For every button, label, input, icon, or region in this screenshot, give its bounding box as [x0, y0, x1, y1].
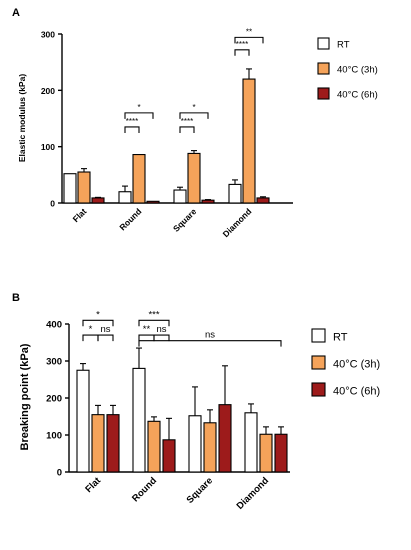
legend-label: RT: [337, 40, 350, 51]
significance-bracket: [138, 340, 282, 347]
x-category-label: Diamond: [235, 475, 272, 512]
bar-3h: [259, 433, 273, 473]
y-tick-label: 200: [46, 394, 62, 405]
significance-label: *: [89, 324, 93, 335]
y-tick-label: 100: [46, 431, 62, 442]
significance-label: ns: [156, 324, 166, 335]
significance-label: ****: [181, 117, 193, 126]
significance-bracket: [153, 334, 170, 342]
significance-bracket: [82, 319, 114, 327]
y-tick-label: 100: [41, 142, 55, 152]
significance-label: **: [143, 324, 151, 335]
significance-bracket: [234, 36, 264, 44]
bar-rt: [228, 183, 242, 204]
bar-rt: [244, 412, 258, 473]
significance-label: *: [192, 103, 195, 112]
legend-label: 40°C (6h): [333, 386, 380, 398]
bar-3h: [147, 420, 161, 473]
significance-label: ***: [148, 309, 159, 320]
bar-6h: [256, 197, 270, 204]
legend-swatch-3h: [317, 62, 330, 75]
significance-bracket: [124, 112, 154, 119]
significance-bracket: [179, 112, 209, 119]
significance-label: ****: [236, 40, 248, 49]
bar-rt: [188, 415, 202, 473]
bar-6h: [106, 414, 120, 473]
panel-a-label: A: [12, 7, 20, 19]
x-category-label: Square: [185, 475, 216, 506]
legend-swatch-rt: [311, 328, 326, 343]
bar-3h: [77, 171, 91, 204]
bar-rt: [173, 189, 187, 204]
legend-swatch-rt: [317, 37, 330, 50]
significance-bracket: [97, 334, 114, 342]
bar-6h: [162, 439, 176, 473]
panel-b-label: B: [12, 292, 20, 304]
x-category-label: Round: [117, 206, 143, 232]
bar-6h: [274, 433, 288, 473]
x-category-label: Flat: [71, 206, 89, 224]
significance-bracket: [234, 49, 250, 56]
bar-rt: [76, 369, 90, 473]
significance-label: ****: [126, 117, 138, 126]
panel-b-ylabel: Breaking point (kPa): [19, 343, 31, 450]
significance-bracket: [124, 126, 140, 133]
bar-6h: [218, 404, 232, 473]
legend-label: 40°C (3h): [333, 359, 380, 371]
significance-label: ns: [100, 324, 110, 335]
significance-label: **: [246, 27, 252, 36]
bar-3h: [187, 152, 201, 204]
legend-label: RT: [333, 332, 348, 344]
legend-label: 40°C (6h): [337, 90, 378, 101]
significance-bracket: [179, 126, 195, 133]
y-tick-label: 300: [41, 30, 55, 40]
legend-swatch-6h: [311, 382, 326, 397]
bar-6h: [91, 197, 105, 204]
bar-3h: [91, 414, 105, 473]
x-category-label: Diamond: [221, 206, 254, 239]
bar-rt: [132, 367, 146, 473]
bar-6h: [146, 200, 160, 204]
bar-rt: [118, 191, 132, 204]
significance-label: ns: [205, 330, 215, 341]
bar-3h: [203, 422, 217, 473]
bar-3h: [132, 154, 146, 204]
significance-label: *: [96, 309, 100, 320]
bar-6h: [201, 199, 215, 204]
y-tick-label: 200: [41, 86, 55, 96]
legend-label: 40°C (3h): [337, 65, 378, 76]
y-tick-label: 300: [46, 357, 62, 368]
x-category-label: Flat: [83, 475, 103, 495]
legend-swatch-3h: [311, 355, 326, 370]
significance-label: *: [137, 103, 140, 112]
significance-bracket: [138, 319, 170, 327]
x-category-label: Round: [130, 475, 159, 504]
bar-3h: [242, 78, 256, 204]
legend-swatch-6h: [317, 87, 330, 100]
y-tick-label: 0: [50, 199, 55, 209]
panel-a-ylabel: Elastic modulus (kPa): [17, 74, 27, 162]
y-tick-label: 0: [57, 468, 62, 479]
bar-rt: [63, 173, 77, 204]
x-category-label: Square: [171, 206, 199, 234]
y-tick-label: 400: [46, 320, 62, 331]
significance-bracket: [82, 334, 99, 342]
